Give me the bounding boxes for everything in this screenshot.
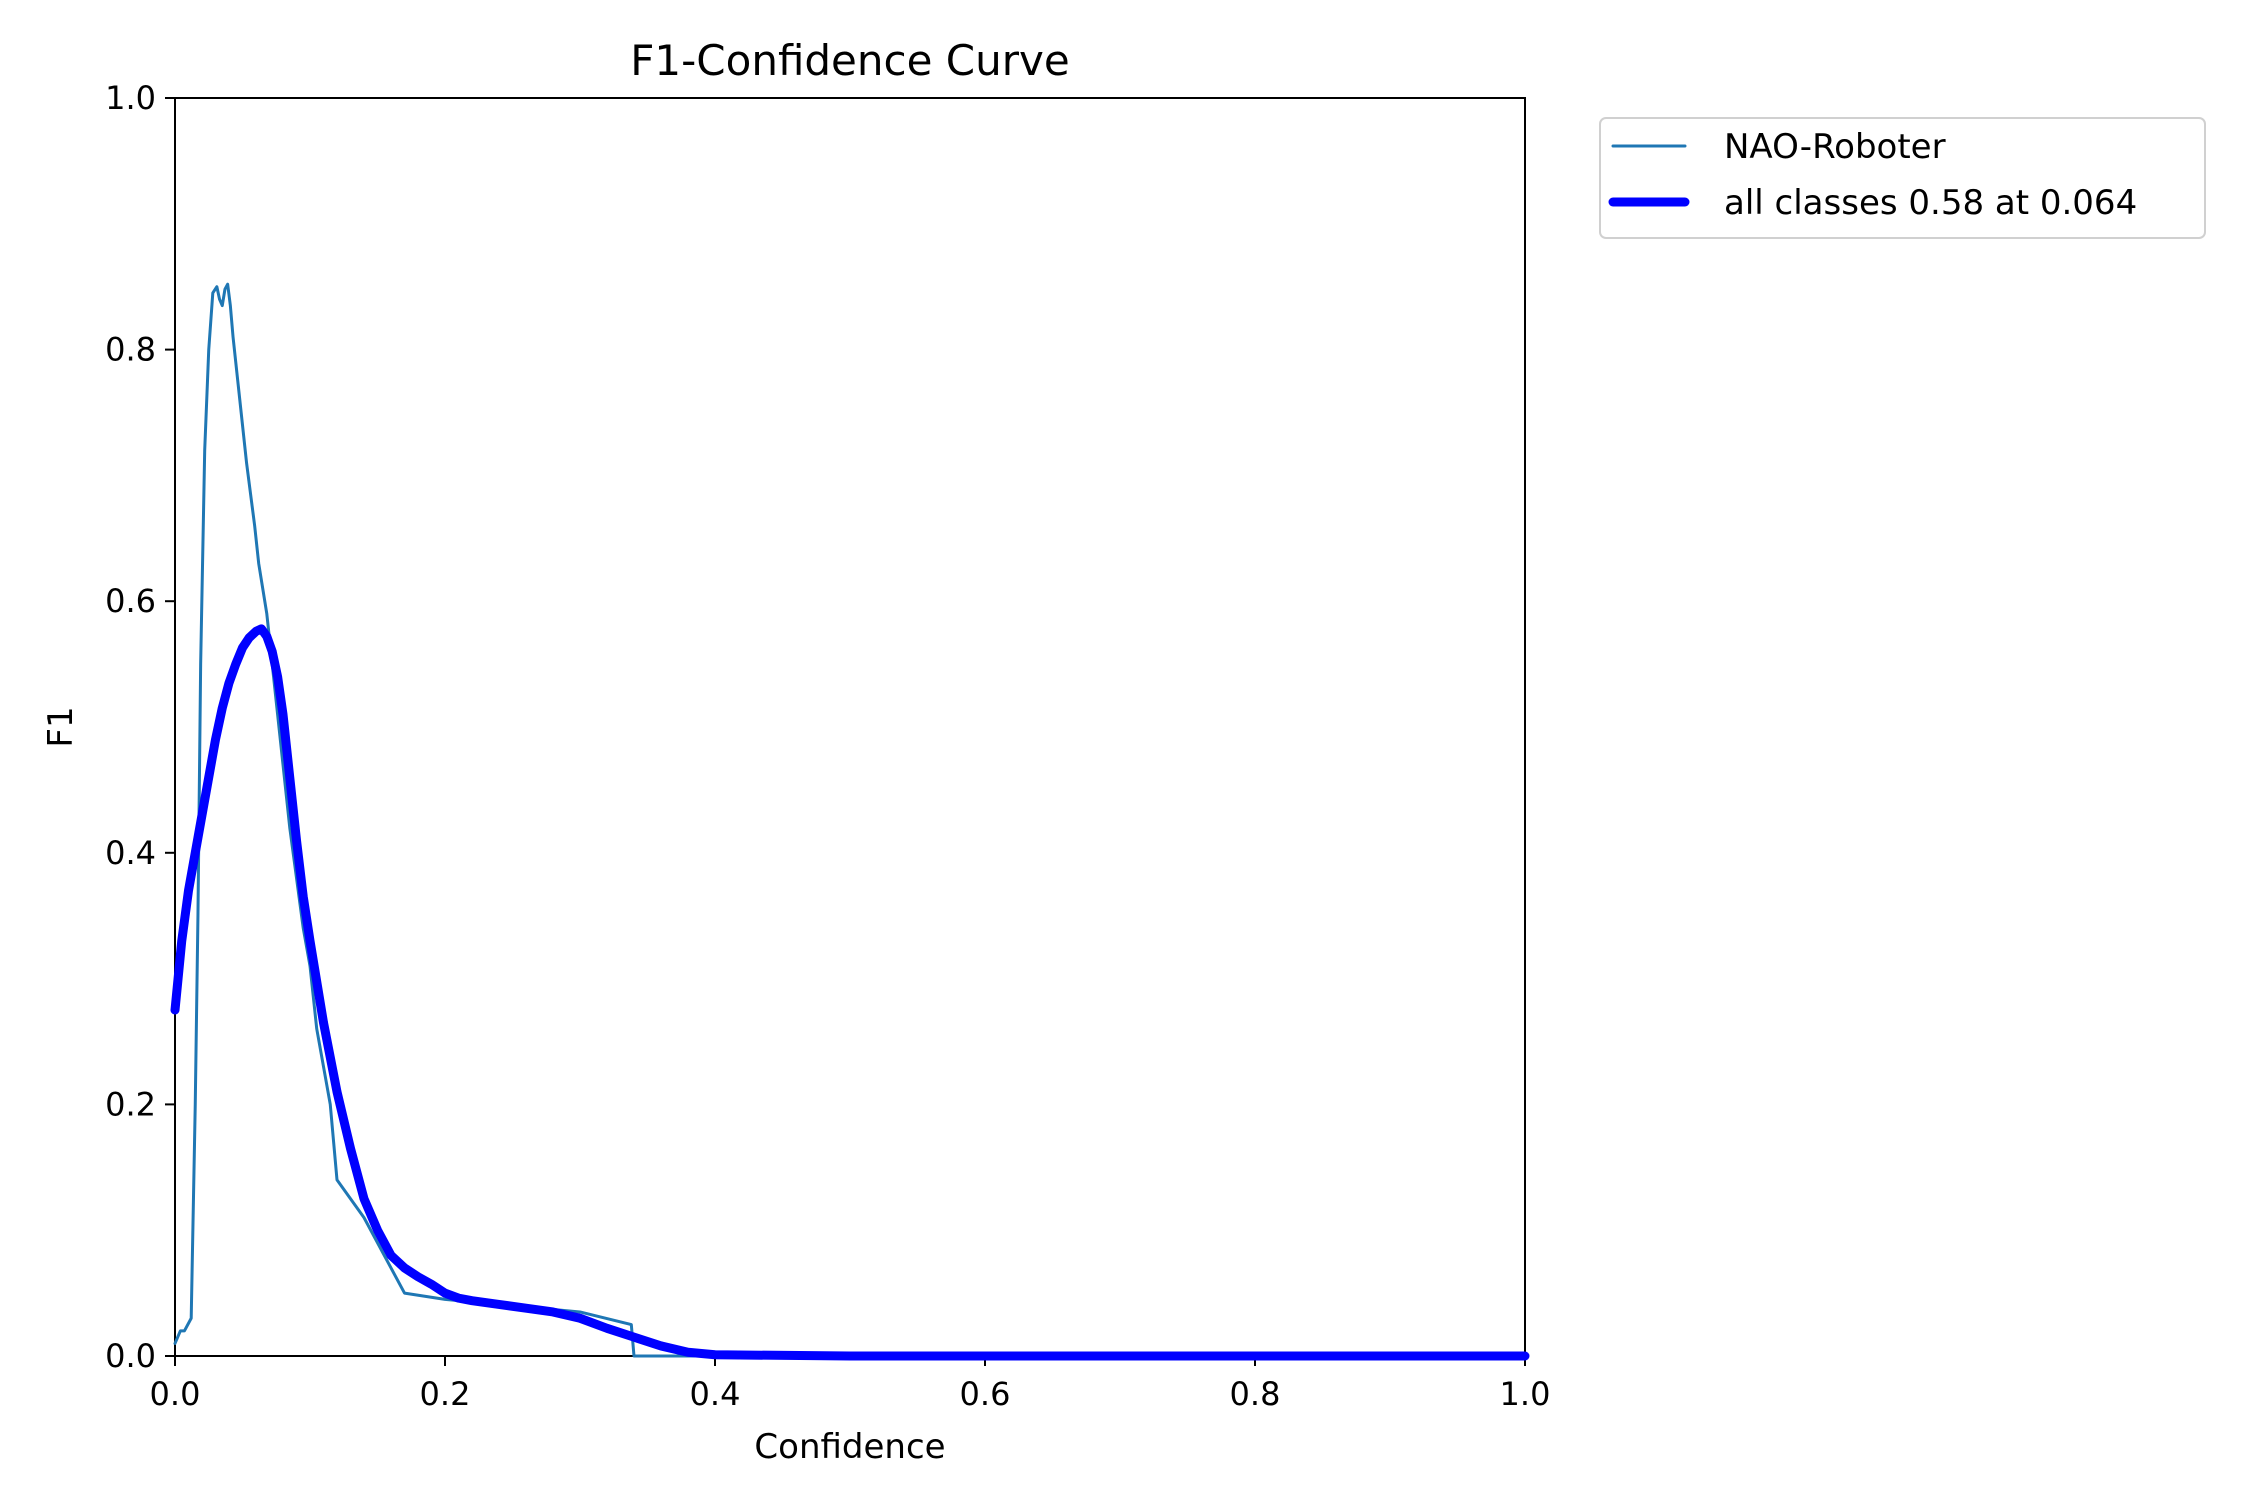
plot-frame <box>174 97 1526 1357</box>
legend: NAO-Roboter all classes 0.58 at 0.064 <box>1599 117 2206 239</box>
x-tick-label: 0.2 <box>420 1375 471 1413</box>
y-tick-label: 0.8 <box>105 331 156 369</box>
series-line-all-classes <box>170 624 1530 1361</box>
y-axis-title: F1 <box>41 706 81 747</box>
legend-label-nao-roboter: NAO-Roboter <box>1724 127 1946 167</box>
y-tick-label: 0.2 <box>105 1085 156 1123</box>
x-axis-title: Confidence <box>754 1427 945 1467</box>
x-tick-label: 1.0 <box>1500 1375 1551 1413</box>
x-tick-label: 0.6 <box>960 1375 1011 1413</box>
x-tick-label: 0.0 <box>150 1375 201 1413</box>
legend-box <box>1599 117 2206 239</box>
x-tick-label: 0.4 <box>690 1375 741 1413</box>
y-tick-label: 0.0 <box>105 1337 156 1375</box>
legend-label-all-classes: all classes 0.58 at 0.064 <box>1724 183 2137 223</box>
y-tick-label: 0.6 <box>105 582 156 620</box>
chart-title: F1-Confidence Curve <box>630 36 1069 85</box>
y-tick-label: 1.0 <box>105 79 156 117</box>
x-tick-label: 0.8 <box>1230 1375 1281 1413</box>
series-line-nao-roboter <box>173 282 1527 1358</box>
y-tick-label: 0.4 <box>105 834 156 872</box>
plot-area: 0.0 0.2 0.4 0.6 0.8 1.0 0.0 0.2 0.4 0.6 0.8 1.0 <box>105 79 1550 1413</box>
